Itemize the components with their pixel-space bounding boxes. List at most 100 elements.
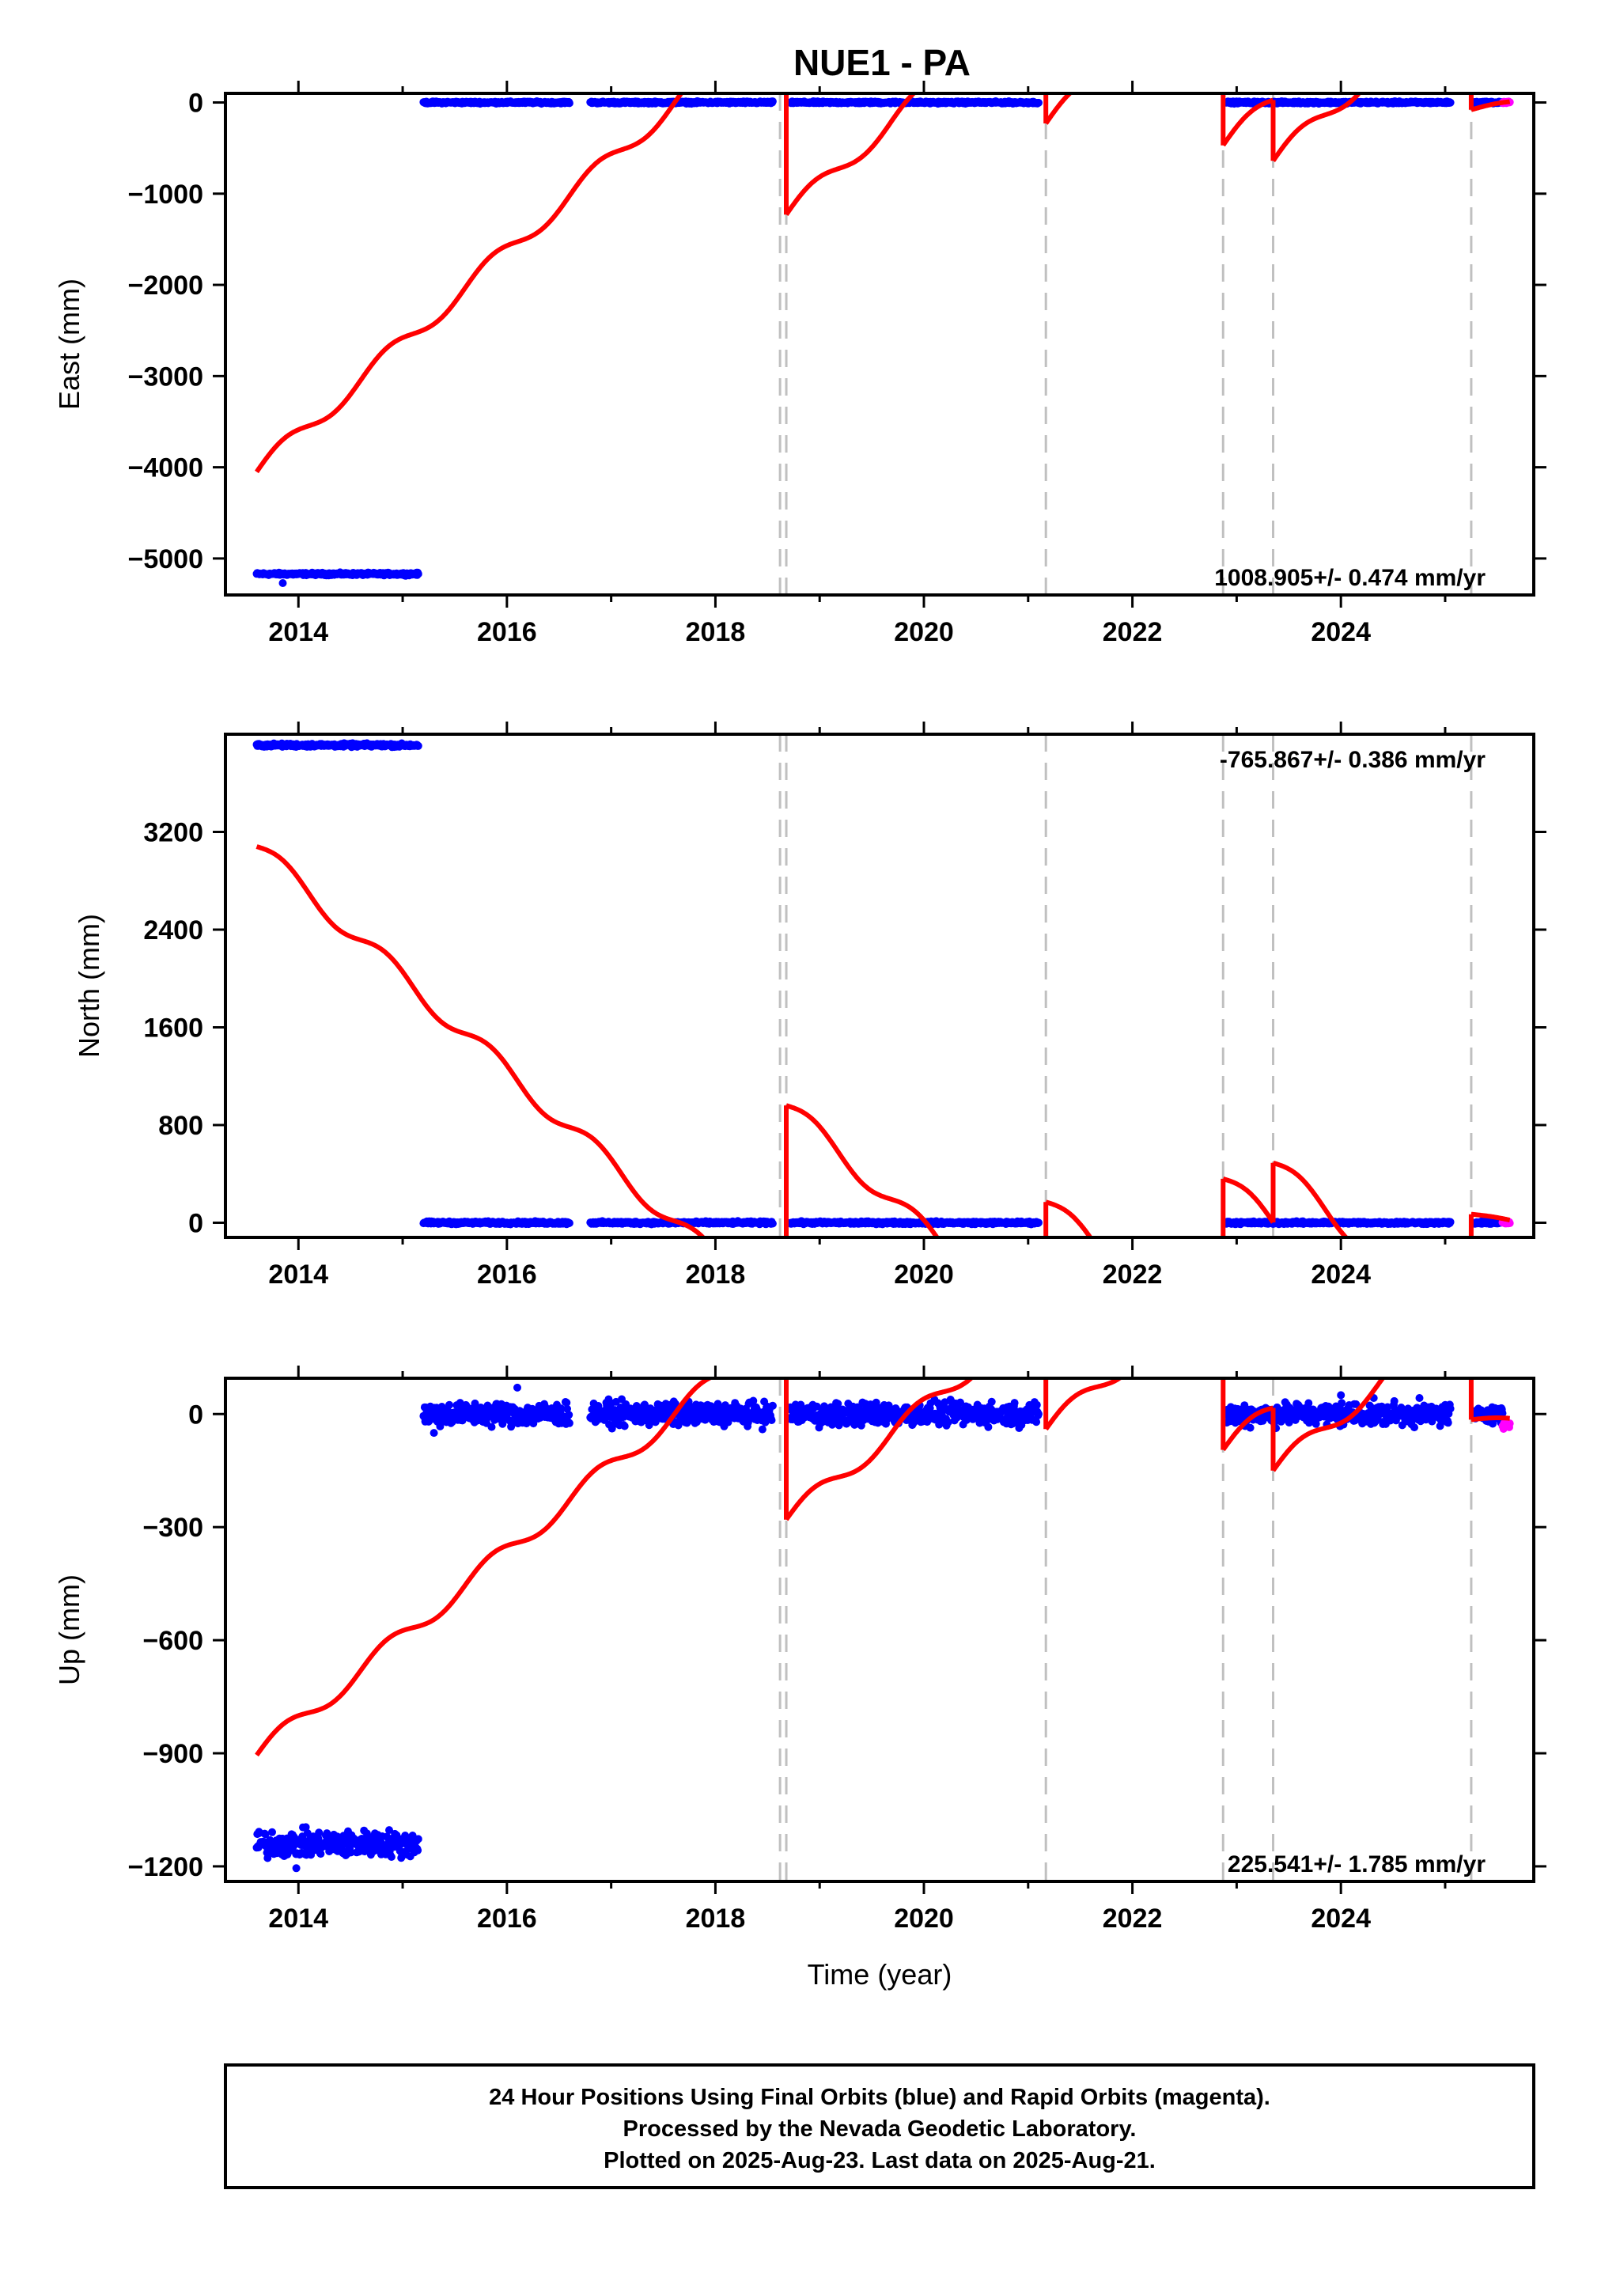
up-final-point — [315, 1828, 324, 1837]
east-outlier-point — [278, 579, 287, 587]
panel-north: 2014 2016 2018 2020 2022 2024 0 800 1600 2400 3200… — [73, 722, 1546, 1290]
east-ytick-label: −2000 — [128, 271, 204, 301]
panel-east: 2014 2016 2018 2020 2022 2024 0 −1000 −2000 −3000… — [53, 81, 1546, 647]
north-ytick-label: 0 — [188, 1208, 203, 1238]
north-plot-frame — [224, 733, 1535, 1239]
north-ytick-label: 3200 — [143, 817, 203, 847]
up-final-point — [498, 1419, 507, 1428]
east-ytick-label: 0 — [188, 89, 203, 119]
up-final-point — [768, 1401, 777, 1410]
north-rate-label: -765.867+/- 0.386 mm/yr — [1220, 747, 1486, 773]
up-final-point — [346, 1848, 355, 1857]
up-final-point — [557, 1404, 566, 1413]
north-final-orbit-points — [252, 739, 1507, 1229]
east-xtick-label: 2014 — [268, 617, 328, 647]
east-xtick-label: 2016 — [477, 617, 537, 647]
up-final-point — [812, 1402, 821, 1411]
north-ylabel: North (mm) — [73, 914, 105, 1058]
up-final-point — [268, 1828, 276, 1836]
up-final-point — [1035, 1410, 1043, 1419]
up-final-point — [1032, 1418, 1041, 1426]
north-data — [252, 739, 1514, 1237]
up-final-point — [445, 1400, 453, 1409]
figure-title: NUE1 - PA — [793, 42, 971, 83]
north-model-curve — [255, 844, 1512, 1237]
east-data — [252, 93, 1514, 587]
north-axes: 2014 2016 2018 2020 2022 2024 0 800 1600 2400 3200 — [143, 722, 1546, 1290]
north-ytick-label: 2400 — [143, 915, 203, 945]
east-final-point — [1446, 98, 1455, 107]
up-final-point — [818, 1418, 827, 1426]
up-final-point — [749, 1396, 758, 1405]
east-ytick-label: −4000 — [128, 453, 204, 483]
north-final-point — [1446, 1218, 1455, 1226]
east-xtick-label: 2018 — [686, 617, 746, 647]
up-final-point — [487, 1423, 496, 1431]
up-grid-breaks — [778, 1378, 1473, 1881]
up-final-point — [944, 1418, 952, 1426]
east-ytick-label: −5000 — [128, 544, 204, 574]
north-final-point — [768, 1219, 777, 1228]
east-final-orbit-points — [252, 97, 1507, 587]
east-rate-label: 1008.905+/- 0.474 mm/yr — [1214, 565, 1486, 591]
up-final-point — [758, 1425, 766, 1434]
east-final-point — [1035, 98, 1043, 107]
panel-up: 2014 2016 2018 2020 2022 20240−300−600−900−12… — [53, 1366, 1546, 1991]
up-data — [252, 1378, 1514, 1873]
up-final-point — [387, 1853, 396, 1861]
up-final-point — [471, 1399, 479, 1408]
up-final-point — [436, 1422, 445, 1430]
up-final-point — [767, 1416, 776, 1424]
up-final-point — [1010, 1399, 1019, 1408]
north-final-point — [565, 1218, 573, 1227]
up-final-point — [565, 1411, 573, 1419]
north-xtick-label: 2024 — [1311, 1260, 1371, 1290]
up-final-point — [414, 1846, 422, 1855]
north-grid-breaks — [778, 734, 1473, 1237]
up-final-point — [835, 1421, 843, 1430]
up-final-point — [1246, 1423, 1255, 1432]
east-xtick-label: 2024 — [1311, 617, 1371, 647]
up-final-point — [565, 1419, 573, 1427]
north-xtick-label: 2016 — [477, 1260, 537, 1290]
up-final-point — [263, 1854, 272, 1862]
up-final-point — [620, 1422, 629, 1430]
up-final-point — [641, 1400, 649, 1409]
east-ytick-label: −3000 — [128, 362, 204, 392]
east-xtick-label: 2022 — [1103, 617, 1163, 647]
east-ylabel: East (mm) — [53, 278, 85, 410]
north-ytick-label: 800 — [158, 1111, 203, 1141]
east-axes: 2014 2016 2018 2020 2022 2024 0 −1000 −2000 −3000… — [128, 81, 1546, 647]
up-final-point — [261, 1830, 270, 1839]
up-final-point — [562, 1398, 571, 1407]
up-final-point — [984, 1423, 993, 1431]
up-final-point — [301, 1823, 310, 1832]
up-final-point — [563, 1404, 571, 1413]
east-xtick-label: 2020 — [894, 617, 954, 647]
east-model-curve — [255, 93, 1512, 474]
up-final-point — [594, 1402, 603, 1410]
east-final-point — [414, 570, 422, 578]
east-final-point — [565, 99, 573, 108]
north-ytick-label: 1600 — [143, 1013, 203, 1043]
north-xtick-label: 2020 — [894, 1260, 954, 1290]
north-xtick-label: 2014 — [268, 1260, 328, 1290]
up-final-point — [1032, 1400, 1041, 1409]
north-xtick-label: 2022 — [1103, 1260, 1163, 1290]
east-ytick-label: −1000 — [128, 180, 204, 210]
east-final-point — [768, 97, 777, 106]
north-xtick-label: 2018 — [686, 1260, 746, 1290]
up-final-point — [414, 1835, 422, 1843]
north-final-point — [414, 741, 422, 750]
east-plot-frame — [224, 92, 1535, 597]
up-final-orbit-points — [252, 1383, 1507, 1873]
up-final-point — [834, 1400, 842, 1408]
north-final-point — [1035, 1218, 1043, 1227]
up-final-point — [761, 1418, 770, 1426]
up-final-point — [797, 1400, 805, 1409]
north-rapid-orbit-points — [1498, 1218, 1514, 1228]
up-final-point — [385, 1826, 393, 1835]
up-final-point — [956, 1398, 964, 1407]
east-grid-breaks — [778, 93, 1473, 595]
